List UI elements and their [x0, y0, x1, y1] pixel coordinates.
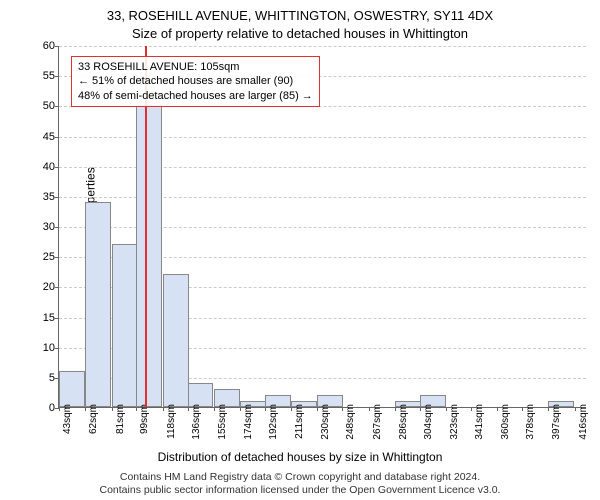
xtick-label: 118sqm	[166, 404, 177, 439]
xtick-mark	[395, 407, 396, 411]
ytick-label: 50	[29, 100, 55, 112]
xtick-label: 286sqm	[398, 404, 409, 440]
xtick-mark	[188, 407, 189, 411]
xtick-label: 304sqm	[423, 404, 434, 440]
xtick-mark	[420, 407, 421, 411]
xtick-label: 416sqm	[578, 404, 589, 440]
xtick-mark	[85, 407, 86, 411]
footer-line2: Contains public sector information licen…	[0, 484, 600, 498]
xtick-mark	[342, 407, 343, 411]
xtick-label: 323sqm	[449, 404, 460, 440]
xtick-label: 267sqm	[372, 404, 383, 440]
xtick-label: 360sqm	[500, 404, 511, 440]
xtick-label: 341sqm	[474, 404, 485, 440]
chart-title-line1: 33, ROSEHILL AVENUE, WHITTINGTON, OSWEST…	[0, 8, 600, 23]
ytick-label: 5	[29, 372, 55, 384]
xtick-label: 192sqm	[268, 404, 279, 440]
xtick-mark	[163, 407, 164, 411]
xtick-label: 397sqm	[551, 404, 562, 440]
ytick-mark	[55, 106, 59, 107]
ytick-mark	[55, 137, 59, 138]
xtick-mark	[575, 407, 576, 411]
ytick-label: 40	[29, 161, 55, 173]
footer-attribution: Contains HM Land Registry data © Crown c…	[0, 471, 600, 498]
histogram-bar	[136, 105, 162, 407]
xtick-mark	[317, 407, 318, 411]
xtick-label: 378sqm	[525, 404, 536, 440]
xtick-label: 136sqm	[191, 404, 202, 440]
ytick-mark	[55, 167, 59, 168]
xtick-mark	[291, 407, 292, 411]
xtick-mark	[112, 407, 113, 411]
xtick-label: 81sqm	[115, 404, 126, 434]
ytick-label: 15	[29, 312, 55, 324]
xtick-mark	[497, 407, 498, 411]
ytick-label: 0	[29, 402, 55, 414]
xtick-label: 99sqm	[139, 404, 150, 434]
ytick-mark	[55, 348, 59, 349]
ytick-mark	[55, 76, 59, 77]
histogram-bar	[85, 202, 111, 407]
annotation-box: 33 ROSEHILL AVENUE: 105sqm← 51% of detac…	[71, 56, 320, 107]
xtick-label: 230sqm	[320, 404, 331, 440]
ytick-label: 60	[29, 40, 55, 52]
ytick-label: 30	[29, 221, 55, 233]
xtick-label: 43sqm	[62, 404, 73, 434]
ytick-mark	[55, 227, 59, 228]
xtick-mark	[548, 407, 549, 411]
histogram-bar	[112, 244, 138, 407]
xtick-label: 62sqm	[88, 404, 99, 434]
xtick-mark	[522, 407, 523, 411]
xtick-label: 211sqm	[294, 404, 305, 439]
ytick-mark	[55, 318, 59, 319]
ytick-label: 25	[29, 251, 55, 263]
ytick-mark	[55, 46, 59, 47]
xtick-mark	[265, 407, 266, 411]
ytick-mark	[55, 287, 59, 288]
x-axis-label: Distribution of detached houses by size …	[0, 450, 600, 464]
histogram-plot: 05101520253035404550556043sqm62sqm81sqm9…	[58, 46, 586, 408]
annotation-line: 33 ROSEHILL AVENUE: 105sqm	[78, 60, 313, 74]
ytick-label: 45	[29, 131, 55, 143]
xtick-label: 155sqm	[217, 404, 228, 440]
xtick-mark	[240, 407, 241, 411]
annotation-line: 48% of semi-detached houses are larger (…	[78, 89, 313, 103]
histogram-bar	[59, 371, 85, 407]
chart-title-line2: Size of property relative to detached ho…	[0, 26, 600, 41]
footer-line1: Contains HM Land Registry data © Crown c…	[0, 471, 600, 485]
ytick-mark	[55, 197, 59, 198]
xtick-label: 248sqm	[345, 404, 356, 440]
ytick-label: 55	[29, 70, 55, 82]
ytick-label: 10	[29, 342, 55, 354]
xtick-mark	[214, 407, 215, 411]
ytick-mark	[55, 257, 59, 258]
xtick-mark	[471, 407, 472, 411]
histogram-bar	[163, 274, 189, 407]
ytick-label: 20	[29, 281, 55, 293]
xtick-mark	[446, 407, 447, 411]
gridline-h	[59, 46, 586, 47]
annotation-line: ← 51% of detached houses are smaller (90…	[78, 74, 313, 88]
xtick-mark	[136, 407, 137, 411]
ytick-label: 35	[29, 191, 55, 203]
xtick-mark	[369, 407, 370, 411]
xtick-mark	[59, 407, 60, 411]
xtick-label: 174sqm	[243, 404, 254, 440]
